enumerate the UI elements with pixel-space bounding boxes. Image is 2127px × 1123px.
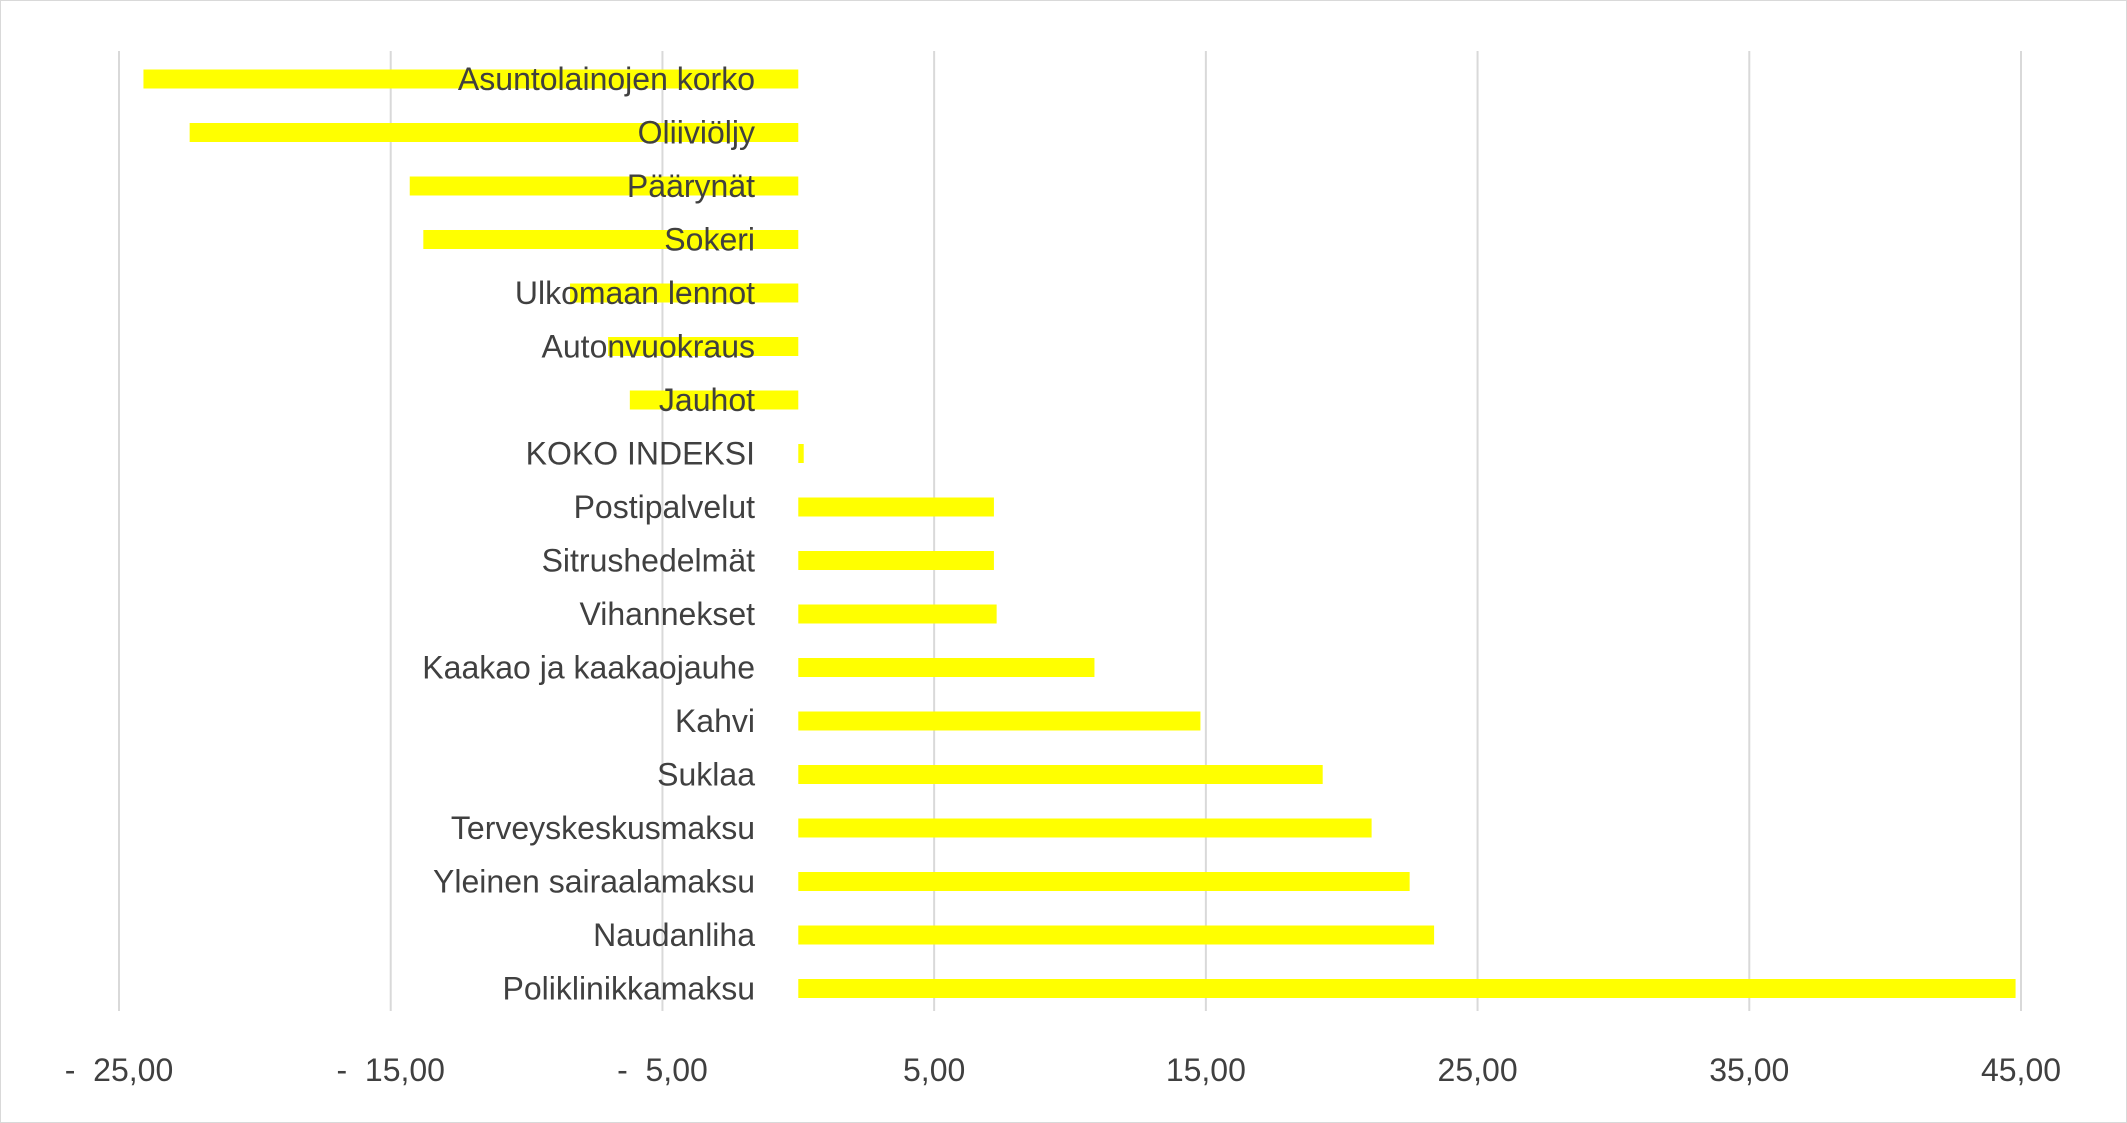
bar bbox=[798, 979, 2016, 998]
category-label: Sitrushedelmät bbox=[542, 543, 756, 579]
x-tick-label: - 25,00 bbox=[65, 1052, 174, 1088]
category-label: Postipalvelut bbox=[574, 489, 756, 525]
category-label: Suklaa bbox=[657, 757, 755, 793]
category-label: Vihannekset bbox=[579, 596, 755, 632]
x-tick-label: 15,00 bbox=[1166, 1052, 1246, 1088]
bar bbox=[608, 337, 799, 356]
category-label: Ulkomaan lennot bbox=[515, 275, 755, 311]
bar bbox=[629, 390, 799, 410]
category-label: Sokeri bbox=[664, 222, 755, 258]
category-label: Kahvi bbox=[675, 703, 755, 739]
bar bbox=[409, 176, 799, 196]
bar bbox=[143, 69, 799, 89]
bar bbox=[798, 711, 1201, 731]
category-label: Autonvuokraus bbox=[542, 329, 755, 365]
bar bbox=[798, 444, 804, 463]
bar bbox=[423, 230, 799, 249]
bar bbox=[798, 604, 997, 624]
bar bbox=[798, 925, 1435, 945]
bar bbox=[798, 551, 994, 570]
x-tick-label: 5,00 bbox=[903, 1052, 965, 1088]
gridlines bbox=[118, 51, 2022, 1011]
x-axis-tick-labels: - 25,00 - 15,00 - 5,00 5,00 15,00 25,00 35,00 4… bbox=[65, 1052, 2061, 1088]
bar bbox=[189, 123, 799, 142]
category-label: Asuntolainojen korko bbox=[458, 61, 755, 97]
x-tick-label: - 5,00 bbox=[617, 1052, 708, 1088]
category-label: Naudanliha bbox=[593, 917, 755, 953]
bars bbox=[143, 69, 2016, 998]
category-label: Oliiviöljy bbox=[638, 115, 755, 151]
bar bbox=[798, 658, 1095, 677]
category-label: Kaakao ja kaakaojauhe bbox=[422, 650, 755, 686]
x-tick-label: - 15,00 bbox=[336, 1052, 445, 1088]
x-tick-label: 45,00 bbox=[1981, 1052, 2061, 1088]
bar bbox=[798, 818, 1372, 838]
bar bbox=[570, 283, 799, 303]
category-label: KOKO INDEKSI bbox=[526, 436, 755, 472]
category-label: Jauhot bbox=[659, 382, 755, 418]
category-label: Yleinen sairaalamaksu bbox=[433, 864, 755, 900]
x-tick-label: 25,00 bbox=[1438, 1052, 1518, 1088]
category-label: Poliklinikkamaksu bbox=[502, 971, 755, 1007]
bar bbox=[798, 497, 994, 517]
x-tick-label: 35,00 bbox=[1709, 1052, 1789, 1088]
category-label: Päärynät bbox=[627, 168, 755, 204]
category-label: Terveyskeskusmaksu bbox=[451, 810, 755, 846]
bar bbox=[798, 872, 1410, 891]
category-labels: Asuntolainojen korko Oliiviöljy Päärynät So… bbox=[422, 61, 755, 1007]
bar bbox=[798, 765, 1323, 784]
